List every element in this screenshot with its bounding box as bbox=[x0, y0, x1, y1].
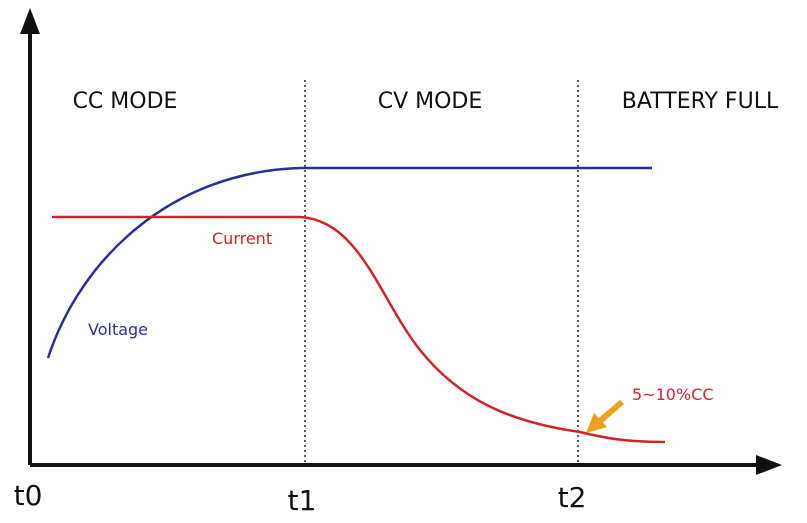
annotation-arrowhead bbox=[586, 413, 607, 433]
voltage-curve bbox=[46, 166, 652, 359]
time-label: t1 bbox=[288, 484, 317, 517]
current-curve bbox=[52, 215, 666, 444]
curve-label: Current bbox=[212, 229, 272, 248]
mode-label: CC MODE bbox=[73, 89, 178, 114]
annotation: 5~10%CC bbox=[632, 385, 714, 404]
time-label: t0 bbox=[14, 479, 43, 512]
annotation-arrow bbox=[598, 399, 624, 424]
y-axis-arrow bbox=[20, 8, 40, 34]
mode-label: BATTERY FULL bbox=[622, 89, 779, 114]
x-axis-arrow bbox=[756, 455, 782, 475]
time-label: t2 bbox=[558, 481, 587, 514]
curve-label: Voltage bbox=[88, 320, 148, 339]
mode-label: CV MODE bbox=[378, 89, 483, 114]
